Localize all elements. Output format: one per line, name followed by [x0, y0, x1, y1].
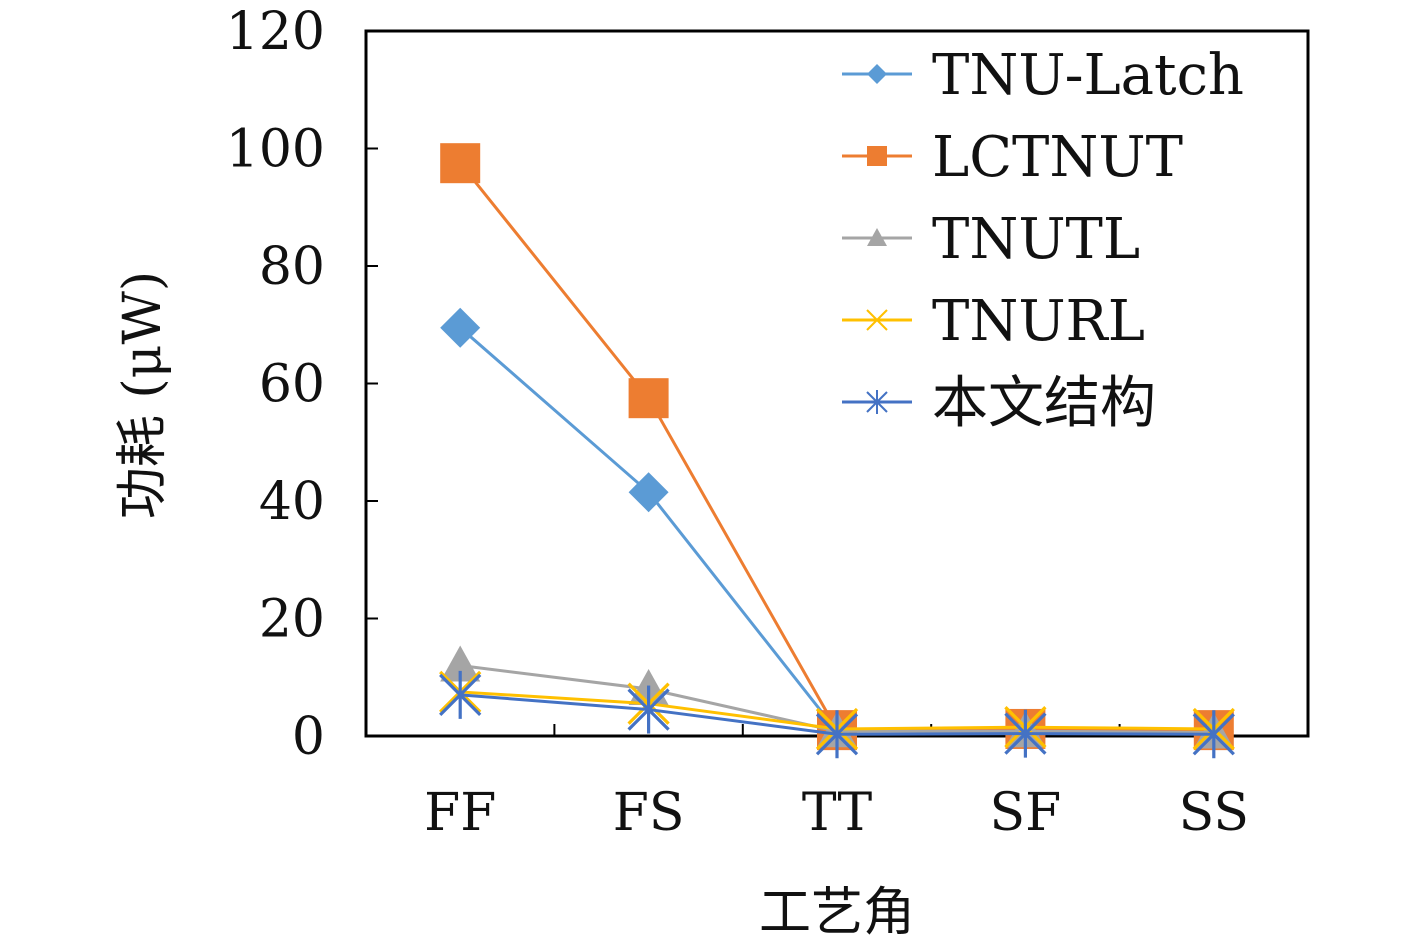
data-point — [627, 685, 670, 734]
series-group — [439, 670, 1235, 759]
data-point — [1192, 710, 1235, 759]
legend-label: LCTNUT — [932, 125, 1183, 190]
data-point — [628, 472, 669, 513]
legend-item: LCTNUT — [842, 125, 1183, 190]
legend-item: TNUTL — [842, 207, 1140, 272]
legend: TNU-Latch LCTNUT TNUTL TNURL 本文结构 — [842, 43, 1244, 436]
series-layer — [439, 143, 1235, 759]
legend-marker — [866, 309, 888, 331]
x-axis-title: 工艺角 — [759, 883, 915, 943]
y-tick-label: 60 — [259, 355, 325, 415]
y-tick-label: 120 — [226, 2, 325, 62]
legend-label: TNUTL — [932, 207, 1140, 272]
y-axis-title: 功耗 (μW) — [113, 271, 173, 519]
data-point — [440, 143, 481, 184]
y-axis-ticks — [366, 30, 378, 737]
data-point — [628, 378, 669, 419]
legend-label: TNURL — [932, 289, 1145, 354]
x-tick-label: FF — [424, 783, 496, 843]
y-tick-label: 100 — [226, 120, 325, 180]
legend-label: 本文结构 — [932, 371, 1156, 436]
y-tick-label: 20 — [259, 590, 325, 650]
data-point — [815, 710, 859, 759]
legend-item: 本文结构 — [842, 371, 1156, 436]
y-tick-label: 40 — [259, 472, 325, 532]
legend-item: TNU-Latch — [842, 43, 1244, 108]
x-axis-tick-labels: FF FS TT SF SS — [424, 783, 1249, 843]
y-axis-tick-labels: 0 20 40 60 80 100 120 — [226, 2, 325, 767]
legend-marker — [867, 64, 887, 84]
legend-item: TNURL — [842, 289, 1145, 354]
x-tick-label: SS — [1179, 783, 1249, 843]
data-point — [1004, 709, 1047, 758]
data-point — [439, 670, 482, 719]
data-point — [440, 645, 481, 682]
y-tick-label: 0 — [292, 707, 325, 767]
legend-marker — [866, 390, 888, 414]
legend-marker — [867, 146, 887, 166]
x-tick-label: SF — [990, 783, 1062, 843]
y-tick-label: 80 — [259, 237, 325, 297]
legend-label: TNU-Latch — [932, 43, 1244, 108]
x-tick-label: FS — [613, 783, 685, 843]
x-tick-label: TT — [802, 783, 873, 843]
legend-marker — [867, 228, 887, 246]
data-point — [440, 307, 481, 348]
